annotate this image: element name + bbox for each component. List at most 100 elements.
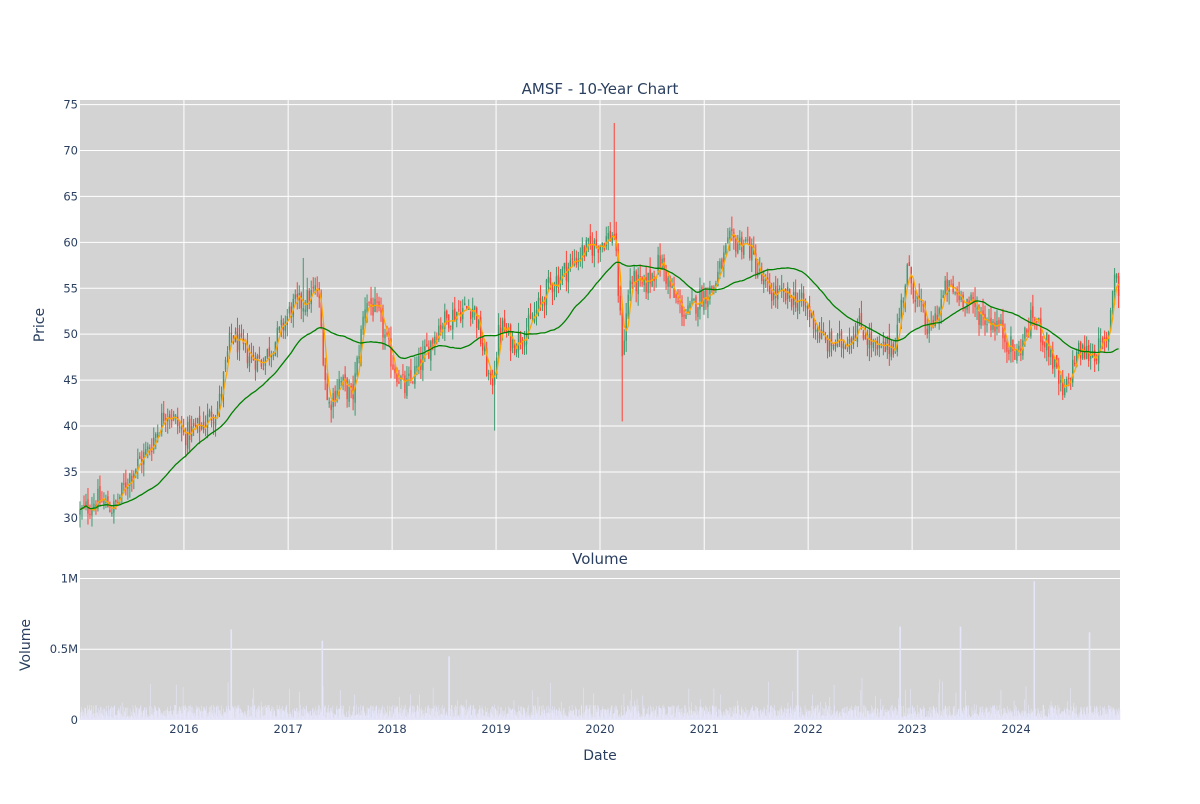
volume-bar bbox=[912, 708, 914, 720]
volume-bar bbox=[344, 716, 346, 720]
candle-body bbox=[1016, 349, 1018, 361]
candle-body bbox=[491, 374, 494, 386]
volume-bar bbox=[409, 708, 411, 720]
candle-body bbox=[1008, 349, 1010, 354]
candle-body bbox=[454, 308, 456, 321]
candle-body bbox=[882, 341, 885, 344]
volume-bar bbox=[379, 714, 380, 720]
volume-bar bbox=[847, 715, 849, 720]
candle-body bbox=[962, 294, 964, 308]
volume-bar bbox=[1030, 714, 1031, 720]
volume-bar bbox=[284, 710, 286, 720]
candle-body bbox=[376, 301, 378, 303]
volume-bar bbox=[1066, 708, 1068, 720]
volume-bar bbox=[821, 706, 823, 720]
volume-bar bbox=[470, 705, 472, 720]
volume-bar bbox=[615, 705, 617, 720]
volume-bar bbox=[509, 709, 511, 720]
candle-body bbox=[934, 313, 936, 326]
volume-bar bbox=[799, 716, 800, 720]
volume-bar bbox=[252, 698, 253, 720]
volume-bar bbox=[160, 710, 161, 720]
volume-bar bbox=[288, 717, 289, 720]
volume-bar bbox=[736, 700, 738, 720]
volume-bar bbox=[787, 708, 788, 720]
candle-body bbox=[609, 230, 611, 241]
volume-bar bbox=[926, 716, 927, 720]
candle-body bbox=[1062, 380, 1064, 396]
volume-bar bbox=[173, 711, 175, 720]
volume-bar bbox=[530, 715, 532, 720]
volume-bar bbox=[647, 714, 649, 720]
candle-body bbox=[996, 320, 998, 330]
volume-bar bbox=[303, 707, 305, 720]
volume-bar bbox=[487, 708, 489, 720]
volume-bar bbox=[850, 710, 852, 720]
volume-bar bbox=[294, 710, 296, 720]
volume-bar bbox=[726, 710, 728, 720]
volume-bar bbox=[813, 709, 814, 720]
volume-bar bbox=[1051, 706, 1052, 720]
candle-body bbox=[786, 286, 789, 299]
volume-bar bbox=[720, 694, 722, 720]
candle-body bbox=[499, 327, 502, 334]
candle-body bbox=[1109, 310, 1112, 330]
volume-bar bbox=[255, 710, 257, 720]
candle-body bbox=[840, 331, 843, 348]
volume-bar bbox=[658, 705, 660, 720]
candle-body bbox=[260, 359, 263, 367]
volume-bar bbox=[661, 714, 663, 720]
volume-bar bbox=[628, 709, 630, 720]
candle-body bbox=[296, 294, 298, 298]
volume-bar bbox=[178, 713, 179, 720]
volume-y-tick-label: 0 bbox=[71, 713, 78, 727]
volume-bar bbox=[742, 716, 744, 720]
volume-bar bbox=[84, 708, 86, 720]
volume-bar bbox=[588, 709, 589, 720]
volume-bar bbox=[313, 713, 314, 720]
volume-bar bbox=[661, 709, 662, 720]
volume-bar bbox=[1101, 715, 1103, 720]
volume-bar bbox=[967, 708, 969, 720]
candle-body bbox=[300, 293, 302, 309]
volume-bar bbox=[506, 714, 507, 720]
volume-bar bbox=[1092, 714, 1094, 720]
volume-bar bbox=[165, 716, 166, 720]
volume-bar bbox=[238, 704, 240, 720]
volume-bar bbox=[212, 704, 214, 720]
volume-bar bbox=[1036, 716, 1038, 720]
volume-bar bbox=[753, 711, 755, 720]
volume-bar bbox=[938, 714, 939, 720]
volume-bar bbox=[133, 712, 135, 720]
volume-bar bbox=[548, 712, 550, 720]
volume-bar bbox=[652, 713, 654, 720]
date-x-tick-label: 2018 bbox=[377, 722, 406, 736]
volume-bar bbox=[629, 700, 631, 720]
candle-body bbox=[862, 331, 865, 339]
volume-bar bbox=[780, 714, 781, 720]
candle-body bbox=[553, 288, 556, 292]
volume-bar bbox=[146, 717, 148, 720]
volume-bar bbox=[571, 705, 573, 720]
volume-bar bbox=[264, 715, 266, 720]
volume-bar bbox=[96, 705, 97, 720]
candle-body bbox=[258, 355, 261, 359]
volume-bar bbox=[693, 713, 695, 720]
date-x-tick-label: 2023 bbox=[897, 722, 926, 736]
candle-body bbox=[834, 342, 837, 347]
volume-bar bbox=[668, 706, 669, 720]
candle-body bbox=[645, 277, 647, 293]
volume-bar bbox=[280, 714, 282, 720]
candle-body bbox=[396, 373, 398, 382]
volume-bar bbox=[1019, 711, 1021, 720]
volume-bar bbox=[854, 709, 856, 720]
volume-bar bbox=[413, 713, 415, 720]
volume-bar bbox=[335, 708, 337, 720]
candle-body bbox=[523, 342, 526, 347]
moving-average-long-line bbox=[79, 261, 1119, 511]
volume-bar bbox=[251, 706, 253, 720]
candle-body bbox=[358, 356, 360, 359]
volume-bar bbox=[883, 715, 884, 720]
volume-bar bbox=[374, 710, 376, 720]
candle-body bbox=[380, 306, 382, 313]
